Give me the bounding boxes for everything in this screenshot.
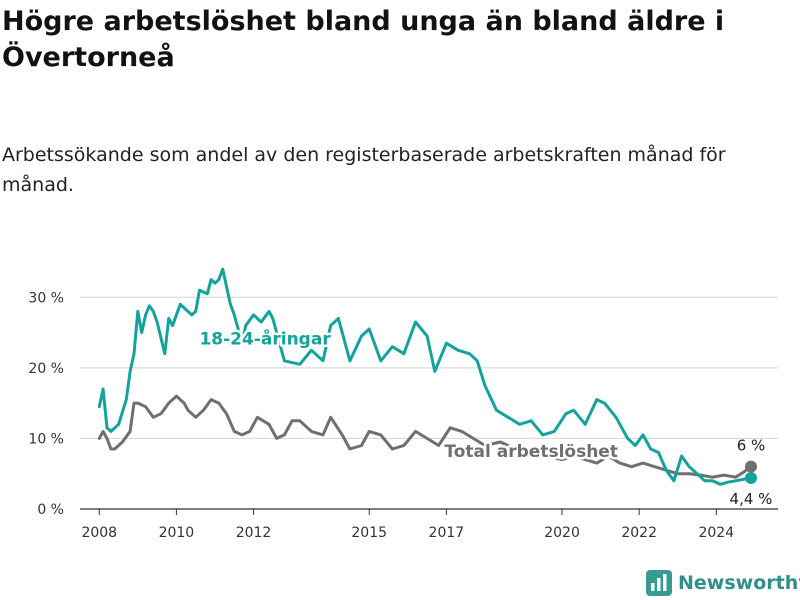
x-tick-label: 2022 (621, 525, 657, 541)
y-tick-label: 0 % (37, 502, 64, 518)
x-tick-label: 2017 (429, 525, 465, 541)
y-tick-label: 30 % (28, 290, 64, 306)
end-value-label: 6 % (737, 437, 766, 455)
chart-subtitle: Arbetssökande som andel av den registerb… (2, 144, 726, 196)
x-tick-label: 2010 (159, 525, 195, 541)
gridlines (80, 296, 778, 510)
end-value-label: 4,4 % (730, 490, 773, 508)
bar-chart-logo-icon (646, 570, 672, 596)
newsworthy-brand: Newsworthy (646, 568, 800, 598)
chart-title: Högre arbetslöshet bland unga än bland ä… (2, 6, 725, 73)
series-line (97, 267, 753, 486)
x-tick-label: 2015 (351, 525, 387, 541)
brand-name: Newsworthy (678, 572, 800, 594)
series-labels: 6 % 4,4 % 18-24-åringar Total arbetslöshet (197, 325, 773, 508)
series-annotation: 18-24-åringar (199, 328, 331, 350)
x-tick-label: 2012 (236, 525, 272, 541)
x-tick-label: 2008 (81, 525, 117, 541)
y-tick-label: 10 % (28, 431, 64, 447)
x-tick-label: 2020 (544, 525, 580, 541)
y-tick-label: 20 % (28, 361, 64, 377)
end-point-marker (745, 471, 758, 484)
series-line (97, 394, 753, 479)
x-tick-label: 2024 (698, 525, 734, 541)
axes: 0 % 10 % 20 % 30 % 2008 2010 2012 2015 2017 2020 2… (28, 290, 734, 541)
series-annotation: Total arbetslöshet (444, 442, 618, 462)
end-point-marker (745, 460, 758, 473)
series-lines (97, 267, 758, 486)
